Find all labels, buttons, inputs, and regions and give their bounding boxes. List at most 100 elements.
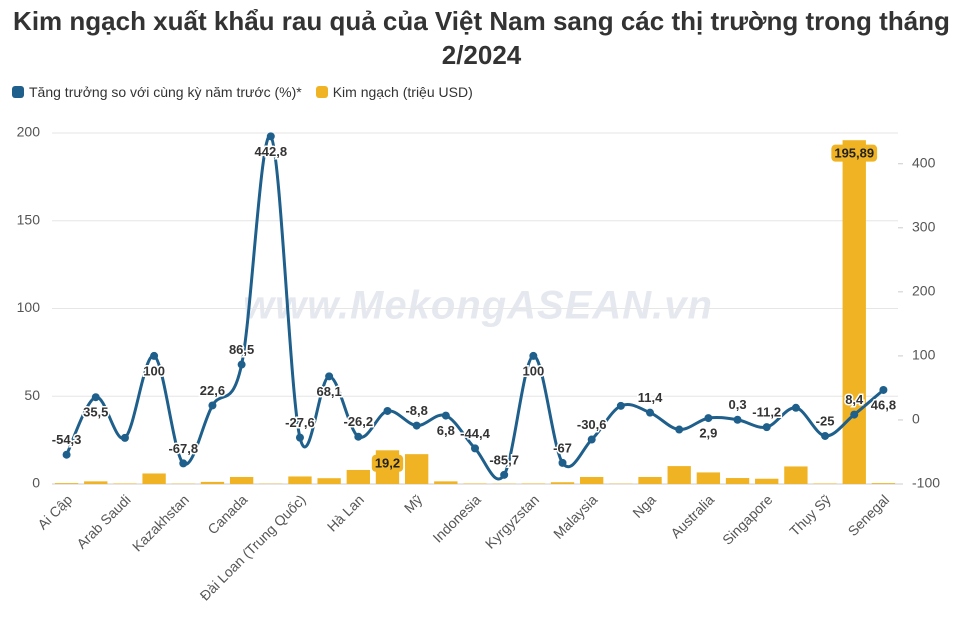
bar xyxy=(463,483,487,484)
bar xyxy=(725,478,750,484)
legend-swatch xyxy=(12,86,24,98)
x-tick-label: Senegal xyxy=(845,491,893,539)
x-tick-label: Malaysia xyxy=(550,491,601,542)
data-label: 19,2 xyxy=(375,456,400,471)
x-tick-label: Ai Cập xyxy=(34,491,75,532)
legend-swatch xyxy=(315,86,328,98)
line-point xyxy=(529,351,538,360)
line-point xyxy=(762,423,771,432)
bar xyxy=(142,473,166,484)
line-point xyxy=(558,458,567,467)
x-tick-label: Mỹ xyxy=(401,491,426,516)
line-point xyxy=(733,415,742,424)
data-label: -26,2 xyxy=(343,414,373,429)
data-label: 195,89 xyxy=(834,146,874,161)
x-tick-label: Kyrgyzstan xyxy=(482,491,542,551)
bar xyxy=(813,483,837,484)
data-label: 35,5 xyxy=(83,405,108,420)
bar xyxy=(521,483,546,484)
data-label: -67 xyxy=(553,440,572,455)
bar xyxy=(113,483,137,484)
bar xyxy=(550,482,575,484)
label-background xyxy=(831,144,878,162)
bar xyxy=(755,478,779,484)
line xyxy=(65,134,885,481)
bar xyxy=(667,466,691,484)
data-label: -27,6 xyxy=(285,415,315,430)
watermark: www.MekongASEAN.vn xyxy=(243,284,713,328)
data-label: -11,2 xyxy=(752,405,781,420)
bar xyxy=(784,466,808,484)
data-label: 100 xyxy=(522,363,544,378)
y2-tick-label: 300 xyxy=(912,218,936,234)
line-point xyxy=(791,403,800,412)
line-point xyxy=(821,431,830,440)
line-point xyxy=(441,411,450,420)
data-label: 442,8 xyxy=(255,144,288,159)
legend-item: Tăng trưởng so với cùng kỳ năm trước (%)… xyxy=(12,84,302,100)
bar xyxy=(871,483,896,484)
line-point xyxy=(704,414,713,423)
line-point xyxy=(179,459,188,468)
line-point xyxy=(325,372,334,381)
line-point xyxy=(62,450,71,459)
bar xyxy=(696,472,721,484)
data-label: 68,1 xyxy=(316,384,341,399)
bar xyxy=(54,483,79,484)
data-label: 22,6 xyxy=(200,383,225,398)
x-tick-label: Thụy Sỹ xyxy=(786,491,834,539)
y2-tick-label: 200 xyxy=(912,283,936,299)
x-tick-label: Nga xyxy=(629,491,659,521)
data-label: 0,3 xyxy=(729,397,747,412)
line-point xyxy=(383,406,392,415)
line-point xyxy=(616,401,625,410)
line-point xyxy=(412,421,421,430)
line-point xyxy=(471,444,479,453)
legend-label: Kim ngạch (triệu USD) xyxy=(332,84,473,100)
data-label: 46,8 xyxy=(871,397,896,412)
line-point xyxy=(266,132,275,141)
data-label: 100 xyxy=(143,363,165,378)
line-point xyxy=(354,432,363,441)
line-point xyxy=(208,401,217,410)
bar xyxy=(200,481,225,484)
data-label: -30,6 xyxy=(577,417,607,432)
y2-tick-label: 0 xyxy=(912,411,920,427)
y-tick-label: 0 xyxy=(32,475,40,491)
line-point xyxy=(150,351,159,360)
line-point xyxy=(295,433,304,442)
x-tick-label: Australia xyxy=(667,491,717,541)
x-tick-label: Singapore xyxy=(719,491,776,548)
bar xyxy=(638,476,662,484)
data-label: 6,8 xyxy=(437,423,455,438)
data-label: -44,4 xyxy=(460,426,490,441)
line-point xyxy=(646,408,655,417)
legend-item: Kim ngạch (triệu USD) xyxy=(315,84,473,100)
line-point xyxy=(850,410,859,419)
bar xyxy=(229,476,254,484)
y2-tick-label: -100 xyxy=(912,475,940,491)
data-label: 11,4 xyxy=(638,390,663,405)
y-tick-label: 50 xyxy=(24,387,40,403)
line-point xyxy=(587,435,596,444)
bar xyxy=(404,454,429,484)
x-tick-label: Canada xyxy=(204,491,250,537)
data-label: 8,4 xyxy=(845,392,864,407)
bar xyxy=(346,469,370,484)
data-label: -54,3 xyxy=(52,432,82,447)
bar xyxy=(288,476,312,484)
line-point xyxy=(879,385,888,394)
x-tick-label: Kazakhstan xyxy=(129,491,192,554)
y2-tick-label: 100 xyxy=(912,347,936,363)
x-tick-label: Hà Lan xyxy=(324,491,367,534)
line-point xyxy=(237,360,246,369)
bar-label: 19,2 xyxy=(371,454,404,472)
data-label: -8,8 xyxy=(405,403,427,418)
line-point xyxy=(675,425,684,434)
chart-title: Kim ngạch xuất khẩu rau quả của Việt Nam… xyxy=(13,6,950,70)
line-point xyxy=(120,433,129,442)
y-tick-label: 150 xyxy=(17,211,41,227)
bar xyxy=(580,476,604,484)
